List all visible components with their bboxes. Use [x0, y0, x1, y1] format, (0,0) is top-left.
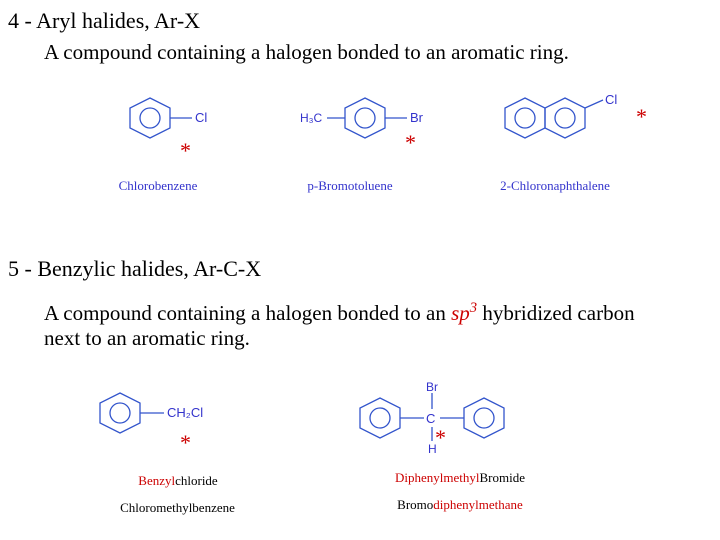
- asterisk-benzylchloride: *: [180, 430, 191, 456]
- section5-description: A compound containing a halogen bonded t…: [44, 300, 664, 351]
- caption-bromotoluene: p-Bromotoluene: [290, 178, 410, 194]
- section4-heading: 4 - Aryl halides, Ar-X: [8, 8, 200, 34]
- caption-chloronaphthalene: 2-Chloronaphthalene: [480, 178, 630, 194]
- svg-text:H₃C: H₃C: [300, 111, 323, 125]
- benzylic-halides-svg: CH₂Cl C Br H: [90, 375, 610, 485]
- svg-text:Cl: Cl: [195, 110, 207, 125]
- caption-bromodiphenylmethane: Bromodiphenylmethane: [360, 497, 560, 513]
- asterisk-bromotoluene: *: [405, 130, 416, 156]
- section4-description: A compound containing a halogen bonded t…: [44, 40, 569, 65]
- svg-text:Cl: Cl: [605, 92, 617, 107]
- caption-diphenylmethylbromide: DiphenylmethylBromide: [360, 470, 560, 486]
- caption-chloromethylbenzene: Chloromethylbenzene: [90, 500, 265, 516]
- caption-chlorobenzene: Chlorobenzene: [98, 178, 218, 194]
- asterisk-chlorobenzene: *: [180, 138, 191, 164]
- section5-diagrams: CH₂Cl C Br H: [90, 375, 610, 485]
- svg-text:CH₂Cl: CH₂Cl: [167, 405, 203, 420]
- svg-text:Br: Br: [426, 380, 438, 394]
- svg-text:C: C: [426, 411, 435, 426]
- asterisk-diphenyl: *: [435, 425, 446, 451]
- section5-heading: 5 - Benzylic halides, Ar-C-X: [8, 256, 261, 282]
- desc-before: A compound containing a halogen bonded t…: [44, 301, 451, 325]
- caption-benzylchloride: Benzylchloride: [108, 473, 248, 489]
- asterisk-chloronaphthalene: *: [636, 104, 647, 130]
- sp3-label: sp3: [451, 301, 477, 325]
- svg-text:Br: Br: [410, 110, 424, 125]
